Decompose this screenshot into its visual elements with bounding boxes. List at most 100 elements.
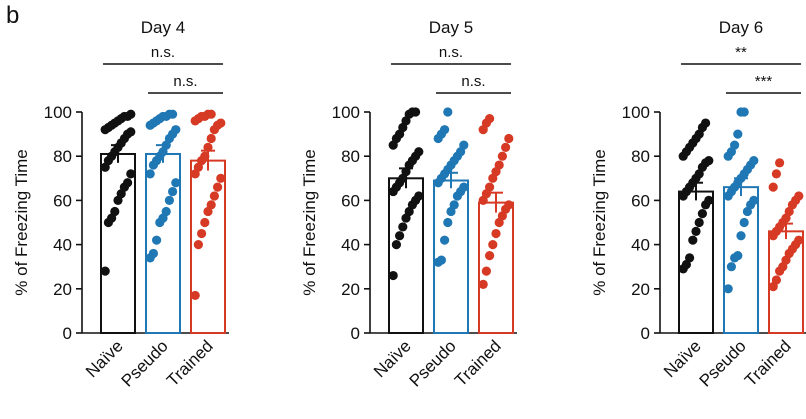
data-point — [485, 251, 495, 261]
data-point — [497, 151, 507, 161]
data-point — [152, 235, 162, 245]
data-point — [794, 191, 804, 201]
significance-label: *** — [755, 73, 773, 90]
data-point — [794, 235, 804, 245]
chart-title: Day 6 — [719, 18, 763, 37]
data-point — [193, 240, 203, 250]
data-point — [730, 140, 740, 150]
data-point — [145, 169, 155, 179]
data-point — [100, 266, 110, 276]
x-tick-label: Pseudo — [118, 336, 172, 390]
x-tick-label: Pseudo — [406, 336, 460, 390]
data-point — [459, 140, 469, 150]
significance-label: n.s. — [439, 44, 463, 61]
y-axis-label: % of Freezing Time — [12, 149, 31, 295]
y-tick-label: 40 — [53, 236, 72, 255]
data-point — [685, 253, 695, 263]
data-point — [449, 200, 459, 210]
y-tick-label: 80 — [631, 147, 650, 166]
data-point — [739, 107, 749, 117]
data-point — [398, 222, 408, 232]
data-point — [775, 158, 785, 168]
bar-pseudo — [723, 186, 759, 334]
chart-title: Day 4 — [141, 18, 185, 37]
data-point — [688, 235, 698, 245]
data-point — [213, 182, 223, 192]
data-point — [216, 173, 226, 183]
data-point — [494, 160, 504, 170]
data-point — [481, 266, 491, 276]
y-tick-label: 0 — [63, 324, 72, 343]
data-point — [161, 206, 171, 217]
data-point — [388, 270, 398, 281]
data-point — [704, 156, 714, 166]
y-tick-label: 0 — [351, 324, 360, 343]
data-point — [736, 231, 746, 241]
y-tick-label: 20 — [341, 280, 360, 299]
y-tick-label: 60 — [631, 191, 650, 210]
data-point — [206, 200, 216, 210]
significance-label: n.s. — [173, 73, 197, 90]
y-tick-label: 40 — [631, 236, 650, 255]
data-point — [749, 195, 759, 205]
data-point — [206, 133, 216, 144]
data-point — [411, 107, 421, 117]
data-point — [206, 109, 216, 119]
data-point — [691, 226, 701, 236]
x-tick-label: Trained — [163, 336, 217, 390]
data-point — [504, 133, 514, 144]
data-point — [197, 228, 207, 239]
y-tick-label: 60 — [53, 191, 72, 210]
data-point — [126, 109, 136, 119]
data-point — [478, 279, 488, 289]
data-point — [126, 127, 136, 137]
data-point — [733, 251, 743, 261]
data-point — [436, 255, 446, 265]
data-point — [168, 109, 178, 119]
y-tick-label: 20 — [53, 280, 72, 299]
y-tick-label: 40 — [341, 236, 360, 255]
data-point — [171, 178, 181, 188]
y-axis-label: % of Freezing Time — [590, 149, 609, 295]
data-point — [771, 275, 782, 285]
data-point — [704, 195, 714, 205]
data-point — [697, 209, 708, 219]
chart-title: Day 5 — [429, 18, 473, 37]
x-tick-label: Pseudo — [696, 336, 750, 390]
y-tick-label: 100 — [332, 103, 360, 122]
data-point — [701, 118, 711, 128]
data-point — [488, 240, 498, 250]
data-point — [110, 206, 120, 217]
data-point — [771, 169, 782, 179]
data-point — [723, 284, 733, 294]
y-tick-label: 80 — [53, 147, 72, 166]
data-point — [443, 217, 453, 228]
data-point — [501, 142, 511, 152]
data-point — [414, 147, 424, 157]
y-tick-label: 20 — [631, 280, 650, 299]
data-point — [485, 114, 495, 124]
y-tick-label: 100 — [622, 103, 650, 122]
y-tick-label: 100 — [44, 103, 72, 122]
data-point — [391, 240, 401, 250]
data-point — [414, 191, 424, 201]
data-point — [768, 182, 778, 192]
data-point — [739, 217, 749, 228]
data-point — [209, 191, 219, 201]
data-point — [123, 178, 133, 188]
y-tick-label: 60 — [341, 191, 360, 210]
data-point — [733, 129, 743, 139]
data-point — [200, 217, 210, 228]
data-point — [171, 125, 181, 135]
data-point — [148, 248, 158, 259]
y-tick-label: 0 — [641, 324, 650, 343]
x-tick-label: Trained — [451, 336, 505, 390]
data-point — [126, 169, 136, 179]
data-point — [726, 262, 737, 272]
data-point — [443, 107, 453, 117]
data-point — [459, 182, 469, 192]
